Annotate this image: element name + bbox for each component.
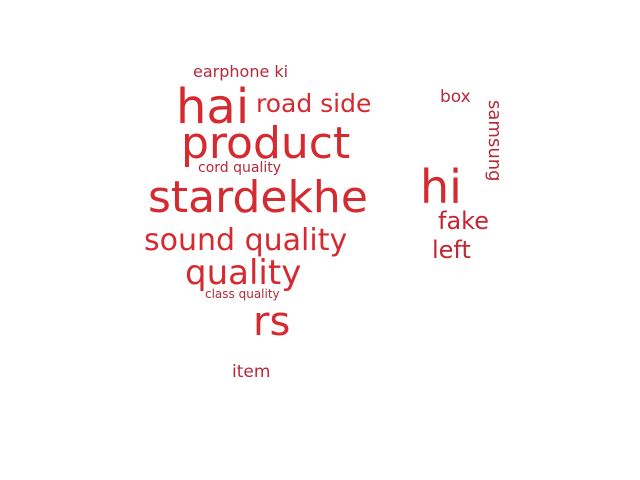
- word-rs: rs: [253, 299, 291, 345]
- word-box: box: [440, 87, 471, 107]
- word-hai: hai: [176, 79, 250, 135]
- word-samsung: samsung: [484, 100, 505, 182]
- word-sound-quality: sound quality: [144, 223, 348, 258]
- word-earphone-ki: earphone ki: [193, 62, 289, 81]
- word-item: item: [232, 362, 271, 382]
- word-class-quality: class quality: [205, 287, 280, 301]
- word-left: left: [432, 236, 471, 264]
- word-cord-quality: cord quality: [198, 160, 282, 176]
- word-quality: quality: [185, 253, 302, 293]
- word-stardekhe: stardekhe: [148, 172, 368, 223]
- word-road-side: road side: [256, 89, 372, 118]
- word-hi: hi: [420, 160, 462, 214]
- word-fake: fake: [438, 207, 489, 235]
- word-product: product: [181, 118, 351, 169]
